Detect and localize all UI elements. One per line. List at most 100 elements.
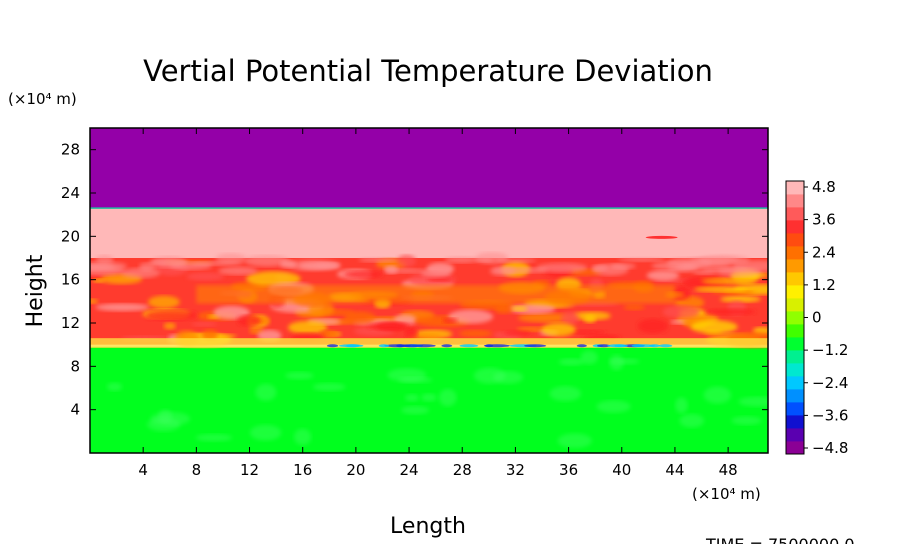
texture-patch [572,311,611,321]
texture-patch [442,317,458,324]
texture-patch [631,344,645,348]
texture-patch [475,258,493,263]
texture-patch [494,305,513,314]
texture-patch [312,382,346,392]
colorbar-segment [786,311,804,325]
x-tick-label: 16 [293,461,312,479]
layer-stratosphere [90,128,768,209]
x-tick-label: 36 [559,461,578,479]
texture-patch [614,344,628,348]
texture-patch [492,370,524,384]
texture-patch [163,322,176,330]
colorbar-segment [786,428,804,442]
texture-patch [218,266,258,276]
texture-patch [475,252,509,264]
texture-patch [90,298,99,304]
texture-patch [148,295,180,309]
y-tick-label: 20 [61,227,80,245]
texture-patch [681,262,731,269]
texture-patch [701,278,757,285]
texture-patch [420,268,451,278]
colorbar-segment [786,441,804,455]
y-tick-label: 4 [70,401,80,419]
colorbar-segment [786,298,804,312]
y-unit-label: (×10⁴ m) [8,90,77,108]
colorbar-segment [786,207,804,221]
texture-patch [120,268,160,279]
colorbar-tick-label: 1.2 [812,276,836,294]
texture-patch [186,272,225,281]
orange-band [196,285,675,304]
texture-patch [346,344,360,348]
texture-patch [646,270,680,281]
texture-patch [398,376,433,383]
texture-patch [95,303,150,312]
texture-patch [459,344,479,348]
y-tick-label: 24 [61,184,80,202]
x-axis-label: Length [390,514,466,539]
x-tick-label: 48 [719,461,738,479]
texture-patch [255,383,277,401]
texture-patch [343,311,376,324]
colorbar-tick-label: 2.4 [812,243,836,261]
colorbar-segment [786,194,804,208]
colorbar-segment [786,402,804,416]
texture-patch [158,409,173,423]
colorbar: 4.8 3.6 2.4 1.2 0 −1.2 −2.4 −3.6 −4.8 [785,178,848,457]
colorbar-segment [786,233,804,247]
boundary-band [90,338,768,348]
texture-patch [560,311,579,325]
texture-patch [285,371,314,380]
x-tick-label: 32 [506,461,525,479]
texture-patch [484,344,494,348]
colorbar-tick-label: 3.6 [812,211,836,229]
texture-patch [662,305,700,319]
texture-patch [448,309,494,324]
texture-patch [90,265,125,276]
texture-patch [617,257,666,262]
texture-patch [557,433,592,449]
texture-patch [694,286,748,293]
texture-patch [213,305,250,320]
x-axis: 4 8 12 16 20 24 28 32 36 40 44 48 [138,128,738,479]
colorbar-segment [786,246,804,260]
x-unit-label: (×10⁴ m) [692,485,761,503]
layer-upper [90,208,768,258]
colorbar-tick-label: −2.4 [812,374,848,392]
texture-patch [438,388,457,407]
colorbar-segment [786,415,804,429]
y-tick-label: 8 [70,357,80,375]
texture-patch [517,313,574,323]
x-tick-label: 20 [346,461,365,479]
colorbar-segment [786,376,804,390]
texture-patch [637,318,669,334]
texture-patch [705,308,756,316]
texture-patch [287,320,328,335]
x-tick-label: 24 [400,461,419,479]
texture-patch [458,330,493,338]
texture-patch [385,268,426,274]
texture-patch [609,354,624,371]
texture-patch [645,235,678,239]
texture-patch [427,276,452,282]
texture-patch [139,262,156,272]
colorbar-tick-label: −4.8 [812,439,848,457]
texture-patch [549,386,582,402]
colorbar-segment [786,337,804,351]
colorbar-segment [786,285,804,299]
texture-patch [378,344,390,348]
texture-patch [444,256,480,264]
texture-patch [738,396,768,407]
colorbar-segment [786,363,804,377]
texture-patch [596,400,631,413]
x-tick-label: 8 [192,461,202,479]
texture-patch [703,386,732,404]
y-axis-label: Height [23,254,48,327]
x-tick-label: 28 [453,461,472,479]
texture-patch [215,253,247,264]
texture-patch [319,329,339,338]
texture-patch [441,344,453,348]
texture-patch [524,344,547,348]
texture-patch [106,382,123,392]
colorbar-tick-label: 0 [812,309,822,327]
